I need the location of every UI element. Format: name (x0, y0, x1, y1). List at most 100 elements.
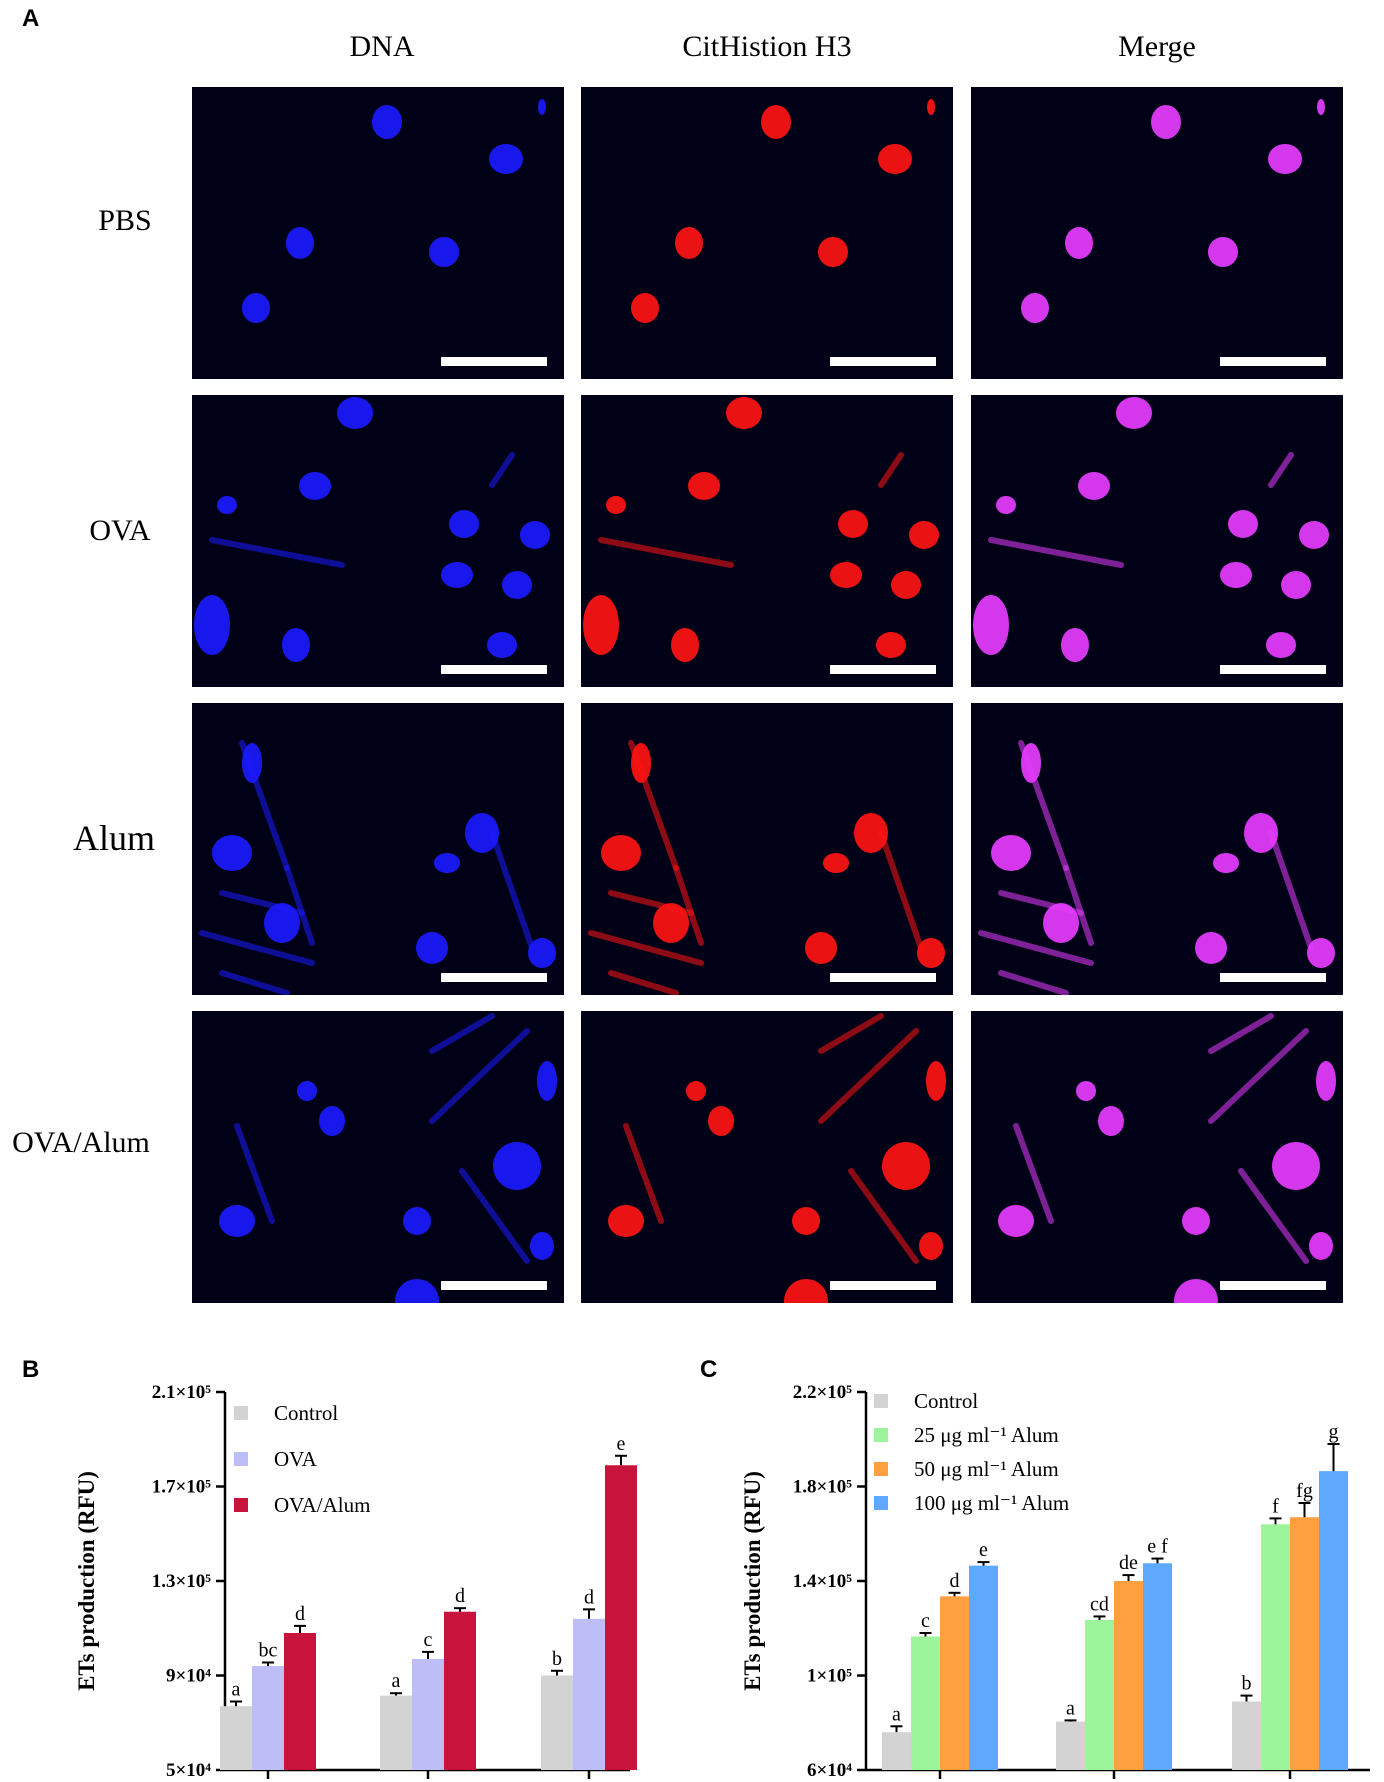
ets-strand (489, 830, 535, 951)
cell-nucleus (671, 628, 699, 662)
cell-nucleus (601, 835, 641, 871)
cell-nucleus (395, 1279, 439, 1303)
cell-nucleus (583, 595, 619, 655)
bar-charts: B 5×10⁴ 9×10⁴ 1.3×10⁵ 1.7×10⁵ 2.1×10⁵ ETs prod… (22, 1356, 1370, 1781)
scale-bar (441, 973, 547, 982)
bar (940, 1596, 969, 1770)
micrograph-pbs-cithistone (581, 87, 953, 379)
cell-nucleus (372, 105, 402, 139)
bar (573, 1618, 605, 1770)
scale-bar (441, 357, 547, 366)
cell-nucleus (686, 1081, 706, 1101)
cell-nucleus (1281, 571, 1311, 599)
cell-nucleus (830, 562, 862, 588)
ets-strand (998, 970, 1069, 995)
cell-nucleus (465, 813, 499, 853)
cell-nucleus (538, 99, 546, 115)
ets-strand (623, 1123, 664, 1224)
cell-nucleus (1078, 472, 1110, 500)
cell-nucleus (1316, 1061, 1336, 1101)
significance-letter: a (232, 1678, 241, 1700)
ets-strand (1268, 830, 1314, 951)
significance-letter: e (979, 1539, 988, 1561)
significance-letter: c (921, 1610, 930, 1632)
y-tick-label: 5×10⁴ (166, 1760, 211, 1781)
significance-letter: de (1119, 1552, 1138, 1574)
significance-letter: b (1242, 1673, 1252, 1695)
y-tick-label: 2.1×10⁵ (152, 1382, 212, 1403)
legend-label: 50 μg ml⁻¹ Alum (914, 1457, 1059, 1481)
scale-bar (830, 973, 936, 982)
cell-nucleus (1151, 105, 1181, 139)
scale-bar (1220, 973, 1326, 982)
micrograph-pbs-dna (192, 87, 564, 379)
cell-nucleus (891, 571, 921, 599)
ets-strand (1013, 1123, 1054, 1224)
cell-nucleus (1272, 1142, 1320, 1190)
cell-nucleus (1307, 938, 1335, 968)
ets-strand (234, 1123, 275, 1224)
bar (380, 1695, 412, 1770)
legend-swatch (874, 1462, 888, 1476)
legend-swatch (234, 1452, 248, 1466)
bar (220, 1706, 252, 1770)
cell-nucleus (1266, 632, 1296, 658)
cell-nucleus (805, 932, 837, 964)
cell-nucleus (282, 628, 310, 662)
bar (1114, 1581, 1143, 1770)
cell-nucleus (631, 293, 659, 323)
micrograph-ova-alum-dna (192, 1011, 564, 1303)
cell-nucleus (761, 105, 791, 139)
ets-strand (848, 1168, 919, 1264)
micrograph-alum-merge (971, 703, 1343, 995)
cell-nucleus (1244, 813, 1278, 853)
cell-nucleus (242, 293, 270, 323)
cell-nucleus (1021, 743, 1041, 783)
ets-strand (429, 1028, 530, 1124)
cell-nucleus (996, 496, 1016, 514)
ets-strand (598, 537, 734, 568)
scale-bar (830, 665, 936, 674)
significance-letter: d (584, 1586, 594, 1608)
ets-strand (588, 930, 704, 966)
cell-nucleus (528, 938, 556, 968)
panel-label-c: C (700, 1356, 717, 1383)
legend-label: OVA (274, 1447, 318, 1471)
cell-nucleus (219, 1205, 255, 1237)
bar (1319, 1471, 1348, 1770)
cell-nucleus (537, 1061, 557, 1101)
cell-nucleus (726, 397, 762, 429)
cell-nucleus (1195, 932, 1227, 964)
cell-nucleus (606, 496, 626, 514)
cell-nucleus (212, 835, 252, 871)
cell-nucleus (1065, 227, 1093, 259)
ets-strand (284, 865, 315, 946)
legend-label: OVA/Alum (274, 1493, 370, 1517)
ets-strand (818, 1028, 919, 1124)
significance-letter: cd (1090, 1593, 1109, 1615)
cell-nucleus (337, 397, 373, 429)
ets-strand (1063, 865, 1094, 946)
significance-letter: f (1272, 1495, 1279, 1517)
row-label-ova-alum: OVA/Alum (12, 1126, 150, 1159)
ets-strand (459, 1168, 530, 1264)
cell-nucleus (441, 562, 473, 588)
ets-strand (429, 1013, 495, 1054)
scale-bar (830, 1281, 936, 1290)
ets-strand (878, 452, 904, 488)
scale-bar (1220, 665, 1326, 674)
cell-nucleus (1317, 99, 1325, 115)
cell-nucleus (1182, 1207, 1210, 1235)
bar (252, 1666, 284, 1770)
cell-nucleus (882, 1142, 930, 1190)
significance-letter: d (295, 1603, 305, 1625)
cell-nucleus (631, 743, 651, 783)
significance-letter: b (552, 1648, 562, 1670)
significance-letter: a (892, 1703, 901, 1725)
bar (1085, 1619, 1114, 1770)
cell-nucleus (449, 510, 479, 538)
cell-nucleus (434, 853, 460, 873)
y-tick-label: 1.4×10⁵ (793, 1571, 853, 1592)
column-title-cithistone: CitHistion H3 (682, 30, 852, 63)
bar (882, 1732, 911, 1770)
